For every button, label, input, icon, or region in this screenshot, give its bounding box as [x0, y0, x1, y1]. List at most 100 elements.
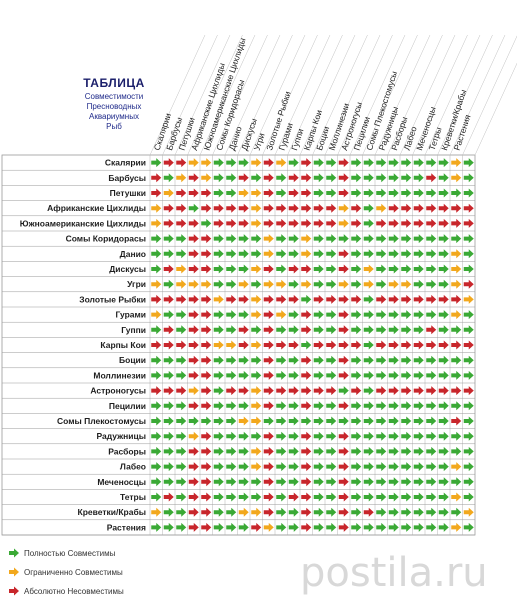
- compat-marker: [338, 477, 349, 487]
- compat-marker: [351, 264, 362, 274]
- compat-marker: [413, 203, 424, 213]
- compat-marker: [251, 188, 262, 198]
- compat-marker: [288, 446, 299, 456]
- compat-marker: [376, 264, 387, 274]
- compat-marker: [463, 477, 474, 487]
- compat-marker: [438, 340, 449, 350]
- compat-marker: [288, 158, 299, 168]
- compat-marker: [188, 492, 199, 502]
- compat-marker: [263, 477, 274, 487]
- compat-marker: [438, 462, 449, 472]
- compat-marker: [426, 249, 437, 259]
- compat-marker: [363, 325, 374, 335]
- compat-marker: [388, 294, 399, 304]
- compat-marker: [463, 355, 474, 365]
- compat-marker: [151, 325, 162, 335]
- compat-marker: [226, 431, 237, 441]
- compat-marker: [213, 234, 224, 244]
- compat-marker: [326, 218, 337, 228]
- compat-marker: [463, 522, 474, 532]
- compat-marker: [201, 294, 212, 304]
- compat-marker: [388, 386, 399, 396]
- compat-marker: [338, 522, 349, 532]
- compat-marker: [388, 325, 399, 335]
- compat-marker: [201, 340, 212, 350]
- compat-marker: [176, 340, 187, 350]
- compat-marker: [451, 492, 462, 502]
- compat-marker: [163, 310, 174, 320]
- compat-marker: [238, 310, 249, 320]
- compat-marker: [276, 188, 287, 198]
- compat-marker: [151, 446, 162, 456]
- header-divider: [149, 34, 206, 156]
- compat-marker: [351, 477, 362, 487]
- compat-marker: [351, 370, 362, 380]
- compat-marker: [338, 355, 349, 365]
- compat-marker: [151, 492, 162, 502]
- compat-marker: [326, 234, 337, 244]
- compat-marker: [251, 203, 262, 213]
- compat-marker: [188, 477, 199, 487]
- compat-marker: [288, 401, 299, 411]
- compat-marker: [401, 158, 412, 168]
- compat-marker: [388, 234, 399, 244]
- compat-marker: [151, 158, 162, 168]
- compat-marker: [438, 188, 449, 198]
- compat-marker: [276, 477, 287, 487]
- compat-marker: [238, 203, 249, 213]
- compat-marker: [438, 249, 449, 259]
- compat-marker: [188, 325, 199, 335]
- compat-marker: [188, 294, 199, 304]
- compat-marker: [438, 386, 449, 396]
- compat-marker: [451, 340, 462, 350]
- compat-marker: [301, 522, 312, 532]
- compat-marker: [426, 401, 437, 411]
- compat-marker: [463, 249, 474, 259]
- compat-marker: [351, 279, 362, 289]
- compat-marker: [326, 203, 337, 213]
- compat-marker: [451, 416, 462, 426]
- compat-marker: [288, 492, 299, 502]
- compat-marker: [438, 522, 449, 532]
- compat-marker: [451, 477, 462, 487]
- header-divider: [299, 34, 356, 156]
- compat-marker: [163, 340, 174, 350]
- compat-marker: [226, 355, 237, 365]
- compat-marker: [351, 249, 362, 259]
- row-label: Африканские Цихлиды: [47, 203, 146, 213]
- compat-marker: [388, 492, 399, 502]
- compat-marker: [176, 158, 187, 168]
- compat-marker: [363, 462, 374, 472]
- compat-marker: [363, 218, 374, 228]
- compat-marker: [388, 431, 399, 441]
- compat-marker: [413, 446, 424, 456]
- compat-marker: [188, 340, 199, 350]
- compat-marker: [313, 416, 324, 426]
- compat-marker: [238, 386, 249, 396]
- compat-marker: [313, 477, 324, 487]
- compat-marker: [201, 522, 212, 532]
- compat-marker: [463, 310, 474, 320]
- compat-marker: [413, 158, 424, 168]
- compat-marker: [463, 173, 474, 183]
- compat-marker: [176, 264, 187, 274]
- compat-marker: [238, 340, 249, 350]
- compat-marker: [163, 462, 174, 472]
- compat-marker: [351, 158, 362, 168]
- compat-marker: [376, 507, 387, 517]
- compat-marker: [401, 446, 412, 456]
- header-divider: [262, 34, 318, 156]
- compat-marker: [201, 249, 212, 259]
- compat-marker: [201, 446, 212, 456]
- legend-label: Полностью Совместимы: [24, 549, 116, 558]
- compat-marker: [213, 416, 224, 426]
- compat-marker: [451, 294, 462, 304]
- compat-marker: [176, 386, 187, 396]
- compat-marker: [263, 188, 274, 198]
- compat-marker: [326, 279, 337, 289]
- compat-marker: [426, 340, 437, 350]
- compat-marker: [276, 507, 287, 517]
- legend-label: Ограниченно Совместимы: [24, 568, 123, 577]
- compat-marker: [163, 477, 174, 487]
- compat-marker: [313, 264, 324, 274]
